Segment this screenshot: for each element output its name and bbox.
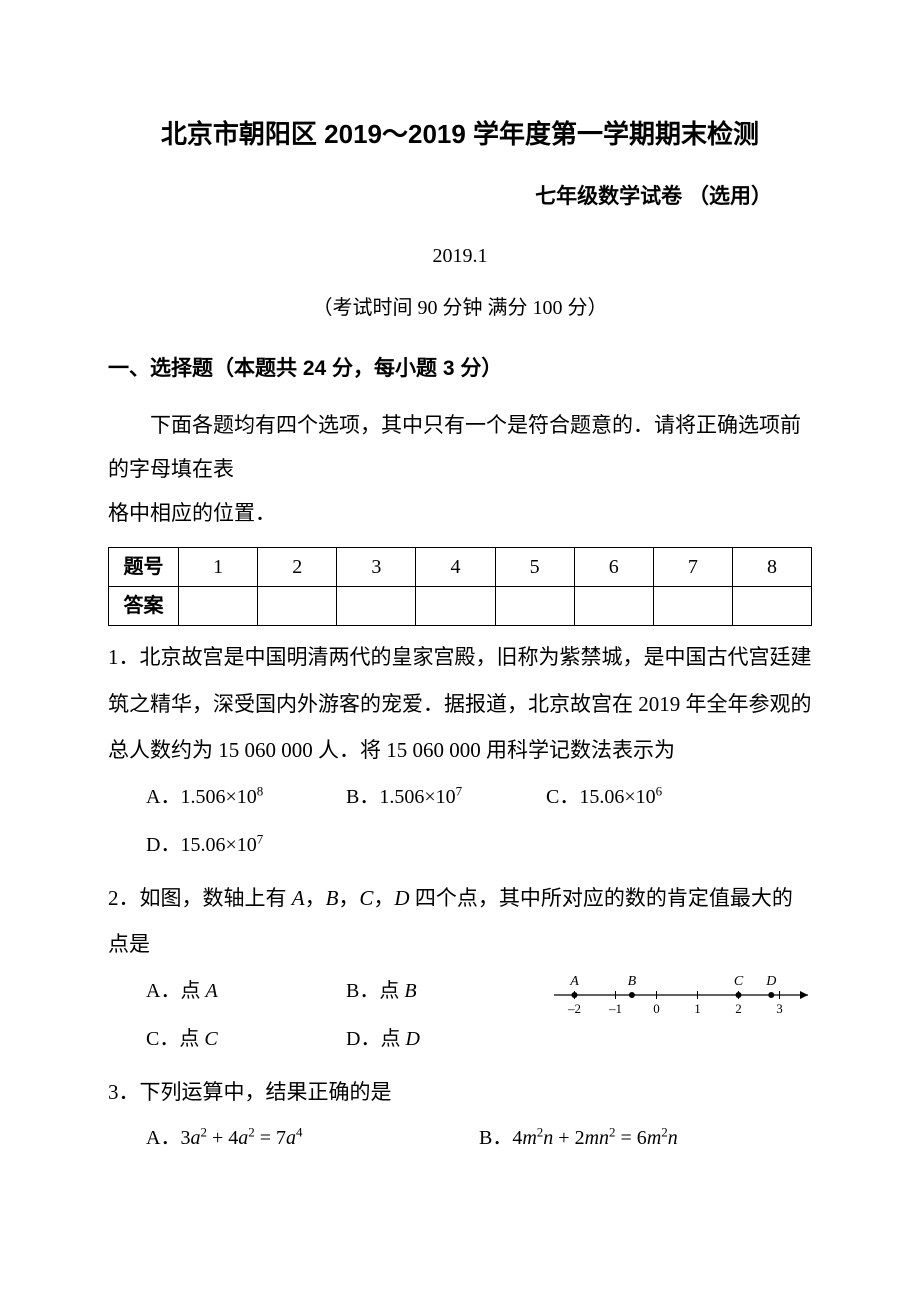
svg-text:D: D bbox=[765, 974, 776, 989]
q3-option-a: A．3a2 + 4a2 = 7a4 bbox=[146, 1116, 479, 1160]
col-header: 6 bbox=[574, 548, 653, 587]
row-label-number: 题号 bbox=[109, 548, 179, 587]
svg-text:2: 2 bbox=[735, 1001, 742, 1016]
col-header: 3 bbox=[337, 548, 416, 587]
q3-option-b: B．4m2n + 2mn2 = 6m2n bbox=[479, 1116, 812, 1160]
q2-option-c: C．点 C bbox=[146, 1015, 346, 1063]
svg-text:–1: –1 bbox=[608, 1001, 622, 1016]
table-row: 题号 1 2 3 4 5 6 7 8 bbox=[109, 548, 812, 587]
answer-cell bbox=[574, 587, 653, 626]
q1-option-a: A．1.506×108 bbox=[146, 773, 346, 821]
svg-text:A: A bbox=[569, 974, 579, 989]
svg-text:1: 1 bbox=[694, 1001, 701, 1016]
question-2: 2．如图，数轴上有 A，B，C，D 四个点，其中所对应的数的肯定值最大的点是 bbox=[108, 875, 812, 967]
answer-table: 题号 1 2 3 4 5 6 7 8 答案 bbox=[108, 547, 812, 626]
number-line-diagram: –2 –1 0 1 2 3 A B C D bbox=[550, 971, 820, 1021]
section-1-instructions-1: 下面各题均有四个选项，其中只有一个是符合题意的．请将正确选项前的字母填在表 bbox=[108, 403, 812, 491]
q1-option-b: B．1.506×107 bbox=[346, 773, 546, 821]
question-2-options: –2 –1 0 1 2 3 A B C D A．点 A B．点 B C．点 C D．点 D bbox=[108, 967, 812, 1063]
svg-text:3: 3 bbox=[776, 1001, 783, 1016]
exam-title: 北京市朝阳区 2019～2019 学年度第一学期期末检测 bbox=[108, 110, 812, 159]
section-1-title: 一、选择题（本题共 24 分，每小题 3 分） bbox=[108, 349, 812, 389]
q2-option-d: D．点 D bbox=[346, 1015, 546, 1063]
col-header: 2 bbox=[258, 548, 337, 587]
answer-cell bbox=[416, 587, 495, 626]
answer-cell bbox=[337, 587, 416, 626]
col-header: 1 bbox=[179, 548, 258, 587]
q1-option-d: D．15.06×107 bbox=[146, 821, 812, 869]
exam-subtitle: 七年级数学试卷 （选用） bbox=[108, 177, 812, 217]
exam-info: （考试时间 90 分钟 满分 100 分） bbox=[108, 289, 812, 327]
section-1-instructions-2: 格中相应的位置． bbox=[108, 491, 812, 535]
question-1: 1．北京故宫是中国明清两代的皇家宫殿，旧称为紫禁城，是中国古代宫廷建筑之精华，深… bbox=[108, 634, 812, 773]
question-1-options: A．1.506×108 B．1.506×107 C．15.06×106 D．15… bbox=[108, 773, 812, 869]
q2-option-b: B．点 B bbox=[346, 967, 546, 1015]
q2-option-a: A．点 A bbox=[146, 967, 346, 1015]
question-3-options: A．3a2 + 4a2 = 7a4 B．4m2n + 2mn2 = 6m2n bbox=[108, 1116, 812, 1160]
svg-text:C: C bbox=[734, 974, 744, 989]
col-header: 8 bbox=[732, 548, 811, 587]
row-label-answer: 答案 bbox=[109, 587, 179, 626]
col-header: 4 bbox=[416, 548, 495, 587]
answer-cell bbox=[653, 587, 732, 626]
question-3: 3．下列运算中，结果正确的是 bbox=[108, 1069, 812, 1115]
svg-text:B: B bbox=[628, 974, 637, 989]
svg-text:–2: –2 bbox=[567, 1001, 581, 1016]
exam-date: 2019.1 bbox=[108, 237, 812, 275]
q1-option-c: C．15.06×106 bbox=[546, 773, 746, 821]
answer-cell bbox=[495, 587, 574, 626]
answer-cell bbox=[258, 587, 337, 626]
table-row: 答案 bbox=[109, 587, 812, 626]
answer-cell bbox=[179, 587, 258, 626]
svg-text:0: 0 bbox=[653, 1001, 660, 1016]
col-header: 5 bbox=[495, 548, 574, 587]
col-header: 7 bbox=[653, 548, 732, 587]
answer-cell bbox=[732, 587, 811, 626]
